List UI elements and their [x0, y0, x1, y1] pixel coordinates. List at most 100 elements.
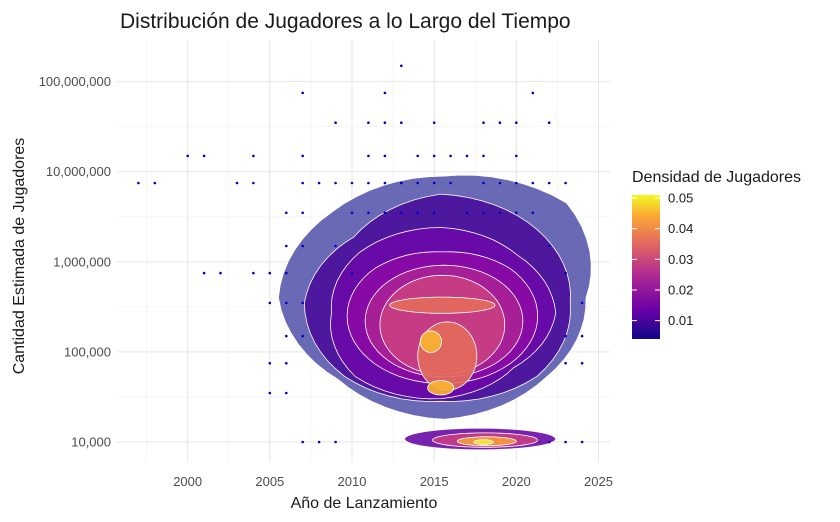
data-point — [383, 211, 387, 215]
data-point — [219, 271, 222, 275]
scatter-points — [137, 64, 584, 444]
legend-tick-label: 0.02 — [668, 282, 693, 297]
data-point — [465, 211, 469, 215]
data-point — [153, 181, 157, 185]
x-tick-label: 2005 — [255, 474, 284, 489]
data-point — [383, 154, 387, 158]
data-point — [465, 154, 469, 158]
data-point — [383, 91, 387, 95]
x-tick-label: 2020 — [502, 474, 531, 489]
y-axis-title: Cantidad Estimada de Jugadores — [11, 138, 28, 375]
data-point — [531, 181, 535, 185]
data-point — [334, 440, 337, 444]
legend-tick-label: 0.05 — [668, 191, 693, 206]
data-point — [498, 211, 502, 215]
data-point — [564, 271, 567, 275]
data-point — [367, 121, 370, 124]
data-point — [400, 211, 403, 215]
y-tick-label: 10,000 — [71, 435, 111, 450]
data-point — [432, 121, 436, 124]
y-tick-label: 100,000 — [64, 344, 111, 359]
data-point — [531, 211, 535, 215]
x-tick-label: 2010 — [338, 474, 367, 489]
data-point — [285, 301, 288, 305]
legend: Densidad de Jugadores 0.010.020.030.040.… — [632, 169, 801, 339]
legend-title: Densidad de Jugadores — [632, 169, 801, 186]
data-point — [202, 271, 206, 275]
data-point — [580, 440, 584, 444]
density-contours — [277, 174, 592, 451]
data-point — [432, 154, 436, 158]
data-point — [580, 334, 584, 338]
data-point — [350, 181, 354, 185]
data-point — [383, 181, 387, 185]
legend-tick-label: 0.04 — [668, 221, 693, 236]
data-point — [432, 211, 436, 215]
data-point — [268, 361, 272, 365]
data-point — [268, 391, 272, 395]
data-point — [416, 181, 420, 185]
y-tick-label: 100,000,000 — [39, 74, 111, 89]
data-point — [482, 121, 485, 124]
data-point — [301, 181, 305, 185]
density-contour — [419, 330, 443, 353]
data-point — [202, 154, 206, 158]
x-tick-label: 2015 — [420, 474, 449, 489]
data-point — [367, 211, 370, 215]
data-point — [334, 181, 337, 185]
x-tick-label: 2000 — [173, 474, 202, 489]
legend-tick-label: 0.01 — [668, 313, 693, 328]
data-point — [400, 121, 403, 124]
data-point — [301, 334, 305, 338]
data-point — [301, 440, 305, 444]
data-point — [515, 154, 518, 158]
data-point — [350, 211, 354, 215]
data-point — [285, 211, 288, 215]
data-point — [482, 181, 485, 185]
data-point — [449, 181, 452, 185]
data-point — [252, 181, 255, 185]
data-point — [416, 211, 420, 215]
data-point — [400, 181, 403, 185]
data-point — [334, 121, 337, 124]
data-point — [367, 181, 370, 185]
data-point — [482, 211, 485, 215]
data-point — [400, 64, 403, 68]
density-contour — [473, 439, 494, 445]
data-point — [301, 244, 305, 248]
y-axis-ticks: 10,000 100,000 1,000,000 10,000,000 100,000,… — [39, 74, 111, 449]
chart-title: Distribución de Jugadores a lo Largo del… — [120, 10, 571, 33]
data-point — [285, 391, 288, 395]
data-point — [482, 154, 485, 158]
legend-ticks: 0.01 0.02 0.03 0.04 0.05 — [632, 191, 693, 328]
y-tick-label: 1,000,000 — [53, 254, 111, 269]
x-axis-ticks: 2000 2005 2010 2015 2020 2025 — [173, 474, 613, 489]
data-point — [285, 334, 288, 338]
data-point — [285, 244, 288, 248]
data-point — [317, 181, 321, 185]
data-point — [449, 154, 452, 158]
data-point — [515, 121, 518, 124]
data-point — [285, 271, 288, 275]
data-point — [547, 244, 551, 248]
data-point — [564, 361, 567, 365]
y-tick-label: 10,000,000 — [46, 164, 111, 179]
data-point — [301, 211, 305, 215]
data-point — [285, 361, 288, 365]
data-point — [383, 121, 387, 124]
data-point — [252, 154, 255, 158]
data-point — [301, 91, 305, 95]
density-contour — [389, 296, 496, 314]
data-point — [268, 301, 272, 305]
data-point — [564, 181, 567, 185]
x-axis-title: Año de Lanzamiento — [291, 495, 438, 512]
data-point — [367, 154, 370, 158]
data-point — [334, 244, 337, 248]
density-contour — [427, 380, 455, 396]
legend-colorbar — [632, 195, 660, 339]
data-point — [515, 211, 518, 215]
data-point — [235, 181, 239, 185]
data-point — [317, 440, 321, 444]
data-point — [186, 154, 189, 158]
